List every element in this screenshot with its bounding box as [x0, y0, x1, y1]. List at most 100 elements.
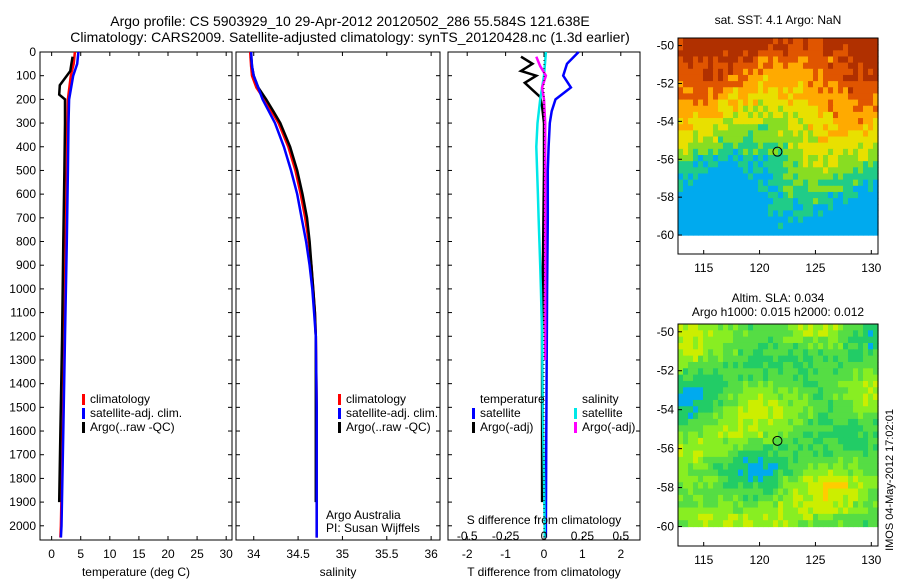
sst-map-cell — [708, 99, 714, 107]
sla-map-cell — [683, 469, 689, 477]
sla-map-cell — [788, 387, 794, 395]
sst-map-cell — [823, 179, 829, 187]
sla-map-cell — [788, 349, 794, 357]
sst-map-cell — [698, 161, 704, 168]
sla-map-cell — [783, 437, 789, 445]
sst-map-cell — [753, 173, 759, 181]
sla-map-cell — [748, 437, 754, 445]
sla-map-cell — [798, 355, 804, 363]
sla-map-cell — [713, 520, 719, 528]
sla-map-cell — [683, 412, 689, 420]
sla-map-cell — [838, 349, 844, 357]
sla-map-cell — [713, 387, 719, 395]
sla-map-cell — [848, 355, 854, 363]
sla-map-cell — [688, 450, 694, 458]
sla-map-cell — [773, 469, 779, 477]
sst-map-cell — [828, 62, 834, 70]
sla-map-cell — [863, 342, 869, 350]
sst-map-cell — [828, 204, 834, 212]
sla-map-cell — [818, 418, 824, 426]
sla-map-cell — [698, 425, 704, 433]
sla-map-cell — [803, 349, 809, 357]
sla-map-cell — [753, 488, 759, 496]
sla-map-cell — [778, 469, 784, 477]
sst-map-cell — [868, 185, 874, 193]
sst-map-cell — [798, 99, 804, 107]
sla-map-cell — [868, 513, 874, 521]
sla-map-cell — [768, 520, 774, 528]
sla-map-cell — [858, 501, 864, 509]
sla-map-cell — [703, 488, 709, 496]
sst-map-cell — [863, 191, 869, 199]
sst-map-cell — [838, 142, 844, 150]
sst-map-cell — [748, 185, 754, 193]
sla-map-cell — [828, 324, 834, 331]
sst-map-cell — [753, 38, 759, 45]
sla-map-cell — [843, 520, 849, 528]
sst-map-cell — [853, 74, 859, 82]
sla-map-cell — [753, 368, 759, 376]
sla-map-cell — [728, 444, 734, 452]
sst-map-cell — [803, 167, 809, 175]
sla-map-cell — [788, 431, 794, 439]
sst-map-cell — [818, 204, 824, 212]
sst-map-cell — [863, 148, 869, 156]
sst-map-cell — [773, 105, 779, 113]
sla-map-cell — [838, 330, 844, 338]
sla-map-cell — [728, 355, 734, 363]
sla-map-cell — [683, 482, 689, 490]
sla-map-cell — [698, 342, 704, 350]
sla-map-cell — [748, 355, 754, 363]
sla-map-cell — [808, 342, 814, 350]
sst-map-cell — [678, 130, 684, 138]
sst-map-cell — [823, 105, 829, 113]
sla-map-cell — [773, 513, 779, 521]
sst-map-cell — [683, 155, 689, 162]
sst-map-cell — [723, 44, 729, 51]
sla-map-cell — [768, 355, 774, 363]
sla-map-cell — [728, 494, 734, 502]
sla-map-cell — [823, 482, 829, 490]
sla-map-cell — [813, 463, 819, 471]
sla-map-cell — [808, 406, 814, 414]
sla-map-cell — [833, 469, 839, 477]
sla-map-cell — [848, 368, 854, 376]
sla-map-cell — [748, 450, 754, 458]
sla-map-cell — [803, 342, 809, 350]
sst-map-cell — [863, 136, 869, 144]
sst-map-cell — [803, 56, 809, 64]
sst-map-cell — [783, 81, 789, 88]
sst-map-cell — [813, 173, 819, 181]
sla-map-cell — [818, 361, 824, 369]
sla-map-cell — [708, 330, 714, 338]
sla-map-cell — [713, 450, 719, 458]
sst-map-cell — [718, 222, 724, 230]
sla-map-cell — [788, 399, 794, 407]
sla-map-cell — [778, 475, 784, 483]
sst-map-frame — [677, 37, 879, 255]
sst-map-cell — [833, 74, 839, 82]
sst-map-ytick-label: -60 — [657, 228, 675, 242]
sst-map-cell — [788, 161, 794, 168]
sla-map-cell — [778, 374, 784, 382]
sst-map-cell — [763, 167, 769, 175]
sla-map-cell — [828, 513, 834, 521]
sst-map-cell — [728, 161, 734, 168]
sst-map-cell — [773, 50, 779, 58]
difference-panel: -2 -1 0 1 2T difference from climatology-0.5… — [447, 51, 641, 579]
sla-map-cell — [868, 406, 874, 414]
sst-map-cell — [753, 155, 759, 162]
sst-map-cell — [788, 148, 794, 156]
sst-map-cell — [778, 222, 784, 230]
sst-map-cell — [758, 99, 764, 107]
sla-map-cell — [733, 368, 739, 376]
sst-map-cell — [833, 198, 839, 205]
sla-map-cell — [828, 456, 834, 464]
sla-map-cell — [863, 330, 869, 338]
sst-map-cell — [703, 105, 709, 113]
sst-map-cell — [853, 105, 859, 113]
sst-map-cell — [763, 56, 769, 64]
sst-map-cell — [768, 62, 774, 70]
sst-map-cell — [678, 62, 684, 70]
sla-map-cell — [738, 456, 744, 464]
